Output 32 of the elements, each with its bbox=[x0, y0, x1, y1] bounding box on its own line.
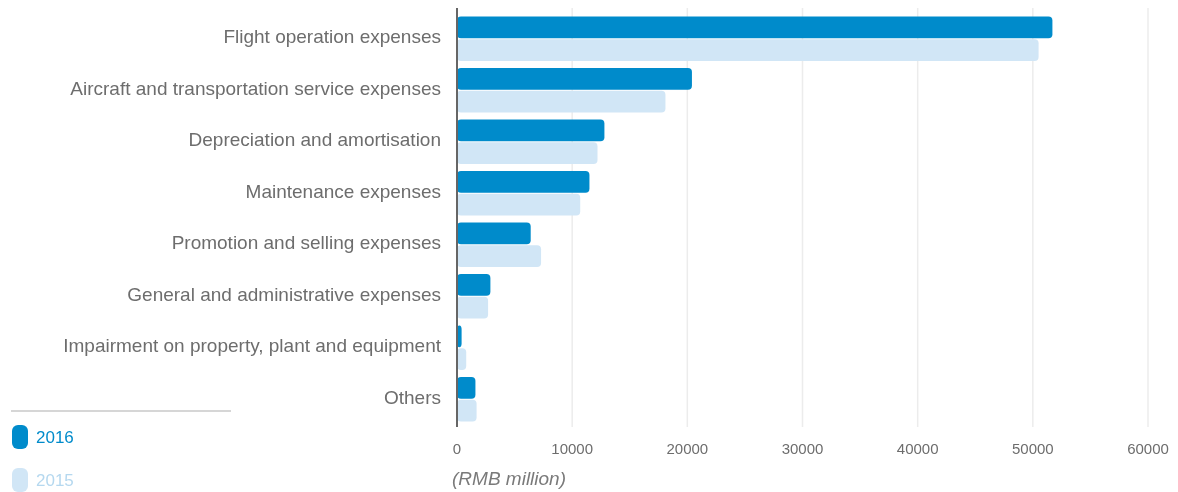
legend-label: 2015 bbox=[36, 471, 74, 490]
x-tick-label: 60000 bbox=[1127, 440, 1169, 457]
y-tick-label: General and administrative expenses bbox=[127, 283, 441, 305]
y-tick-label: Depreciation and amortisation bbox=[188, 129, 441, 151]
bar bbox=[457, 119, 605, 142]
bar bbox=[457, 171, 590, 193]
x-tick-label: 10000 bbox=[551, 440, 594, 457]
bar bbox=[457, 296, 489, 319]
y-tick-label: Aircraft and transportation service expenses bbox=[70, 77, 441, 99]
x-tick-label: 0 bbox=[452, 440, 462, 457]
bar bbox=[457, 68, 692, 90]
bar bbox=[457, 193, 581, 216]
y-tick-label: Promotion and selling expenses bbox=[171, 232, 441, 254]
x-tick-label: 40000 bbox=[896, 440, 939, 457]
y-tick-label: Impairment on property, plant and equipment bbox=[63, 335, 442, 357]
x-tick-label: 20000 bbox=[666, 440, 709, 457]
x-tick-label: 30000 bbox=[781, 440, 824, 457]
bar bbox=[457, 222, 531, 245]
legend-label: 2016 bbox=[36, 428, 74, 447]
bar bbox=[457, 90, 666, 113]
bar bbox=[457, 142, 598, 164]
bar bbox=[457, 377, 476, 399]
bar bbox=[457, 245, 542, 267]
x-axis-title: (RMB million) bbox=[452, 468, 566, 489]
y-tick-label: Flight operation expenses bbox=[223, 26, 441, 48]
y-tick-label: Others bbox=[383, 386, 441, 408]
bar bbox=[457, 39, 1039, 61]
x-tick-label: 50000 bbox=[1011, 440, 1054, 457]
bar bbox=[457, 399, 477, 422]
y-tick-label: Maintenance expenses bbox=[245, 180, 441, 202]
bar bbox=[457, 16, 1053, 39]
bar bbox=[457, 274, 491, 296]
